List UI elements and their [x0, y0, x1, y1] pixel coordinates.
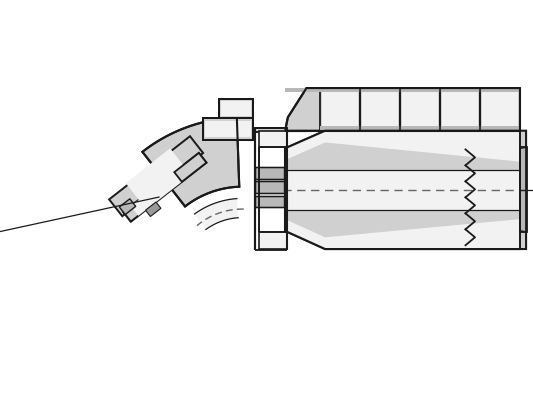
Polygon shape — [195, 198, 238, 230]
Polygon shape — [440, 88, 480, 131]
Polygon shape — [322, 91, 358, 126]
Polygon shape — [285, 131, 526, 249]
Polygon shape — [109, 136, 203, 216]
Polygon shape — [360, 88, 400, 131]
Polygon shape — [131, 159, 199, 216]
Polygon shape — [259, 232, 287, 249]
Polygon shape — [400, 88, 440, 131]
Polygon shape — [285, 170, 520, 210]
Polygon shape — [219, 99, 253, 118]
Polygon shape — [285, 88, 520, 131]
Polygon shape — [255, 196, 284, 208]
Polygon shape — [285, 88, 520, 131]
Polygon shape — [482, 91, 518, 126]
Polygon shape — [360, 126, 400, 131]
Polygon shape — [320, 88, 360, 131]
Polygon shape — [126, 148, 185, 202]
Polygon shape — [146, 202, 161, 216]
Polygon shape — [400, 126, 440, 131]
Polygon shape — [221, 101, 251, 116]
Polygon shape — [290, 88, 322, 131]
Polygon shape — [174, 153, 206, 182]
Polygon shape — [320, 126, 360, 131]
Polygon shape — [142, 118, 239, 206]
Polygon shape — [205, 121, 251, 137]
Polygon shape — [119, 199, 136, 214]
Polygon shape — [259, 131, 287, 147]
Polygon shape — [255, 128, 287, 132]
Polygon shape — [255, 167, 284, 179]
Polygon shape — [402, 91, 438, 126]
Polygon shape — [442, 91, 478, 126]
Polygon shape — [440, 126, 480, 131]
Polygon shape — [480, 88, 520, 131]
Polygon shape — [520, 147, 527, 232]
Polygon shape — [480, 126, 520, 131]
Polygon shape — [203, 118, 253, 140]
Polygon shape — [285, 131, 520, 162]
Polygon shape — [285, 219, 520, 249]
Polygon shape — [123, 153, 206, 222]
Polygon shape — [285, 88, 520, 92]
Polygon shape — [362, 91, 398, 126]
Polygon shape — [255, 181, 284, 193]
